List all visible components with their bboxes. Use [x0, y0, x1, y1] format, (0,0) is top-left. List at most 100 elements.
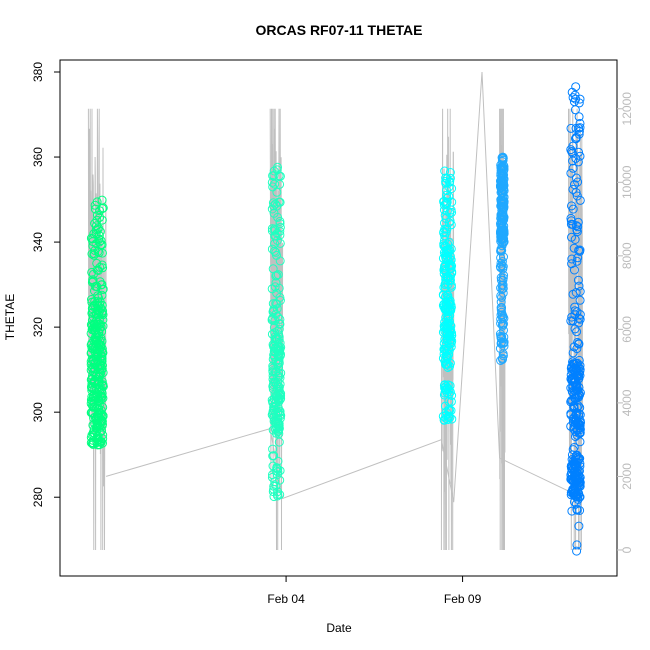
data-point: [267, 224, 277, 234]
right-tick-label: 12000: [620, 92, 634, 126]
y-tick-label: 320: [31, 317, 45, 337]
data-point: [441, 385, 451, 394]
data-point: [573, 337, 582, 347]
data-point: [566, 316, 576, 326]
data-point: [568, 348, 578, 358]
data-point: [499, 270, 509, 280]
data-point: [439, 321, 449, 331]
data-point: [94, 400, 104, 410]
data-point: [87, 267, 97, 277]
data-point: [88, 342, 98, 352]
data-point: [439, 239, 449, 249]
data-point: [444, 192, 454, 202]
data-point: [446, 275, 455, 285]
data-point: [566, 219, 576, 229]
data-point: [574, 382, 584, 392]
data-point: [496, 334, 506, 344]
data-point: [574, 339, 584, 349]
data-point: [276, 342, 286, 352]
data-point: [443, 291, 453, 301]
data-point: [94, 437, 104, 447]
data-point: [272, 250, 281, 260]
data-point: [89, 367, 99, 377]
right-tick-label: 10000: [620, 165, 634, 199]
data-point: [447, 391, 457, 400]
data-point: [571, 416, 581, 426]
data-point: [268, 354, 278, 364]
data-point: [574, 147, 584, 157]
data-point: [572, 361, 582, 371]
data-point: [92, 265, 102, 275]
data-point: [575, 295, 585, 305]
data-point: [94, 408, 104, 418]
data-point: [574, 521, 584, 531]
data-point: [274, 171, 284, 181]
plot-frame: [59, 59, 618, 577]
data-point: [496, 291, 506, 301]
data-point: [97, 327, 107, 337]
data-point: [573, 222, 583, 232]
data-point: [275, 179, 285, 189]
data-point: [568, 141, 578, 151]
data-point: [497, 307, 507, 317]
data-point: [499, 319, 508, 329]
data-point: [568, 163, 578, 173]
data-point: [575, 472, 585, 482]
data-point: [92, 423, 102, 433]
data-point: [271, 421, 281, 431]
data-point: [90, 296, 100, 306]
data-point: [97, 215, 107, 225]
data-point: [572, 468, 582, 477]
data-point: [439, 227, 449, 237]
data-point: [498, 196, 507, 206]
data-point: [274, 362, 284, 372]
data-point: [495, 344, 505, 353]
data-point: [268, 487, 278, 497]
altitude-traces: [87, 71, 584, 551]
data-point: [443, 312, 453, 322]
data-point: [568, 93, 578, 103]
data-point: [269, 412, 279, 422]
data-point: [267, 244, 277, 254]
data-point: [499, 192, 509, 202]
data-point: [496, 176, 506, 186]
right-tick-label: 4000: [620, 389, 634, 416]
data-point: [498, 231, 507, 241]
data-point: [574, 281, 584, 291]
data-point: [276, 368, 286, 378]
data-point: [445, 316, 454, 326]
right-tick-label: 2000: [620, 463, 634, 490]
data-point: [276, 391, 286, 401]
data-point: [274, 426, 283, 436]
data-point: [272, 236, 282, 245]
data-point: [442, 197, 452, 207]
data-point: [499, 237, 509, 247]
data-point: [93, 355, 103, 365]
data-point: [572, 358, 582, 368]
y-tick-label: 340: [31, 232, 45, 252]
data-point: [571, 82, 581, 92]
data-point: [574, 488, 584, 498]
data-point: [572, 327, 582, 337]
data-point: [267, 472, 277, 482]
data-point: [268, 198, 278, 208]
data-points: [86, 82, 585, 556]
data-point: [575, 506, 585, 515]
data-point: [570, 481, 580, 491]
data-point: [570, 306, 580, 316]
data-point: [572, 307, 582, 317]
data-point: [87, 392, 97, 402]
data-point: [497, 303, 506, 313]
data-point: [91, 316, 101, 326]
data-point: [498, 273, 508, 283]
data-point: [268, 444, 278, 454]
data-point: [268, 171, 278, 181]
data-point: [566, 168, 576, 178]
data-point: [97, 204, 107, 214]
data-point: [95, 381, 105, 391]
data-point: [92, 349, 102, 359]
data-point: [272, 288, 282, 298]
data-point: [444, 411, 454, 421]
data-point: [97, 260, 107, 270]
